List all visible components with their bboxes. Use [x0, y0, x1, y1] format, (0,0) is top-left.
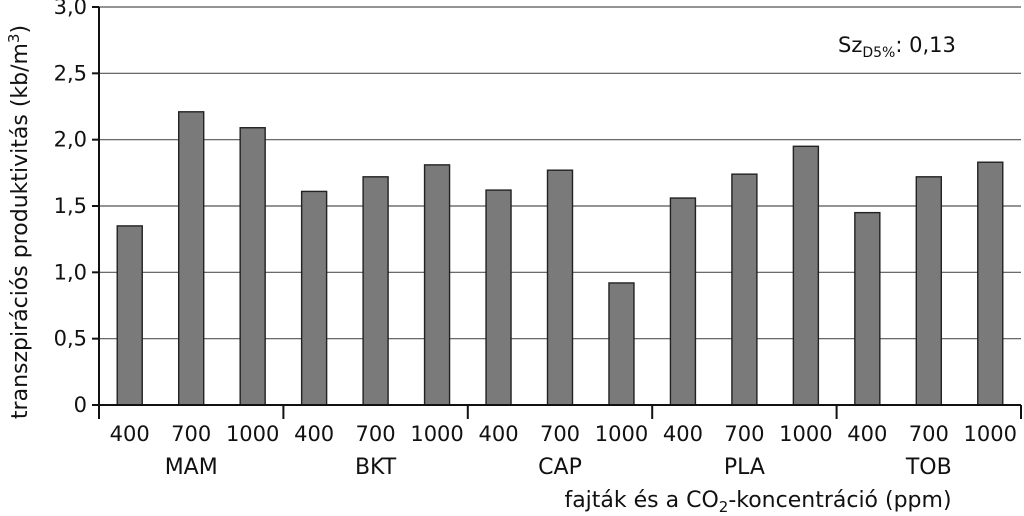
x-tick-label: 1000	[779, 422, 832, 446]
x-tick-label: 700	[540, 422, 580, 446]
x-tick-label: 700	[724, 422, 764, 446]
x-tick-label: 1000	[964, 422, 1017, 446]
bar-pla-700	[731, 173, 758, 406]
bar-tob-1000	[977, 161, 1004, 406]
y-tick-label: 0	[74, 393, 87, 417]
bar-pla-400	[669, 197, 697, 406]
y-axis-title: transzpirációs produktivitás (kb/m3)	[5, 25, 33, 419]
x-tick-label: 400	[478, 422, 518, 446]
x-tick-label: 700	[356, 422, 396, 446]
x-tick-label: 400	[663, 422, 703, 446]
y-tick-label: 3,0	[54, 0, 87, 19]
bar-mam-700	[177, 111, 205, 406]
bar-mam-1000	[239, 127, 266, 406]
bar-bkt-700	[362, 176, 389, 406]
x-tick-label: 700	[171, 422, 211, 446]
bars	[116, 111, 1004, 406]
x-group-label: PLA	[724, 455, 765, 480]
x-tick-label: 400	[110, 422, 150, 446]
axis-labels: 0 0,5 1,0 1,5 2,0 2,5 3,0 400 700 1000 MAM 400 700 10…	[54, 0, 1017, 480]
y-tick-label: 1,5	[54, 194, 87, 218]
y-tick-label: 2,0	[54, 128, 87, 152]
bar-pla-1000	[792, 145, 820, 406]
x-group-label: TOB	[905, 455, 952, 480]
x-tick-label: 1000	[595, 422, 648, 446]
bar-cap-400	[485, 189, 512, 406]
bar-cap-1000	[608, 282, 635, 406]
bar-mam-400	[116, 225, 143, 406]
x-tick-label: 1000	[410, 422, 463, 446]
x-group-label: BKT	[355, 455, 397, 480]
x-tick-label: 400	[294, 422, 334, 446]
axes	[92, 6, 1022, 419]
bar-bkt-1000	[423, 164, 451, 406]
x-tick-label: 700	[909, 422, 949, 446]
y-tick-label: 2,5	[54, 61, 87, 85]
x-group-label: CAP	[538, 455, 582, 480]
bar-cap-700	[546, 169, 574, 406]
y-tick-label: 1,0	[54, 260, 87, 284]
bar-bkt-400	[300, 190, 328, 406]
x-tick-label: 1000	[226, 422, 279, 446]
bar-tob-700	[915, 176, 942, 406]
bar-tob-400	[854, 211, 881, 406]
lsd-annotation: SzD5%: 0,13	[838, 33, 956, 61]
x-axis-title: fajták és a CO2-koncentráció (ppm)	[564, 488, 951, 516]
x-tick-label: 400	[847, 422, 887, 446]
y-tick-label: 0,5	[54, 327, 87, 351]
x-group-label: MAM	[165, 455, 218, 480]
